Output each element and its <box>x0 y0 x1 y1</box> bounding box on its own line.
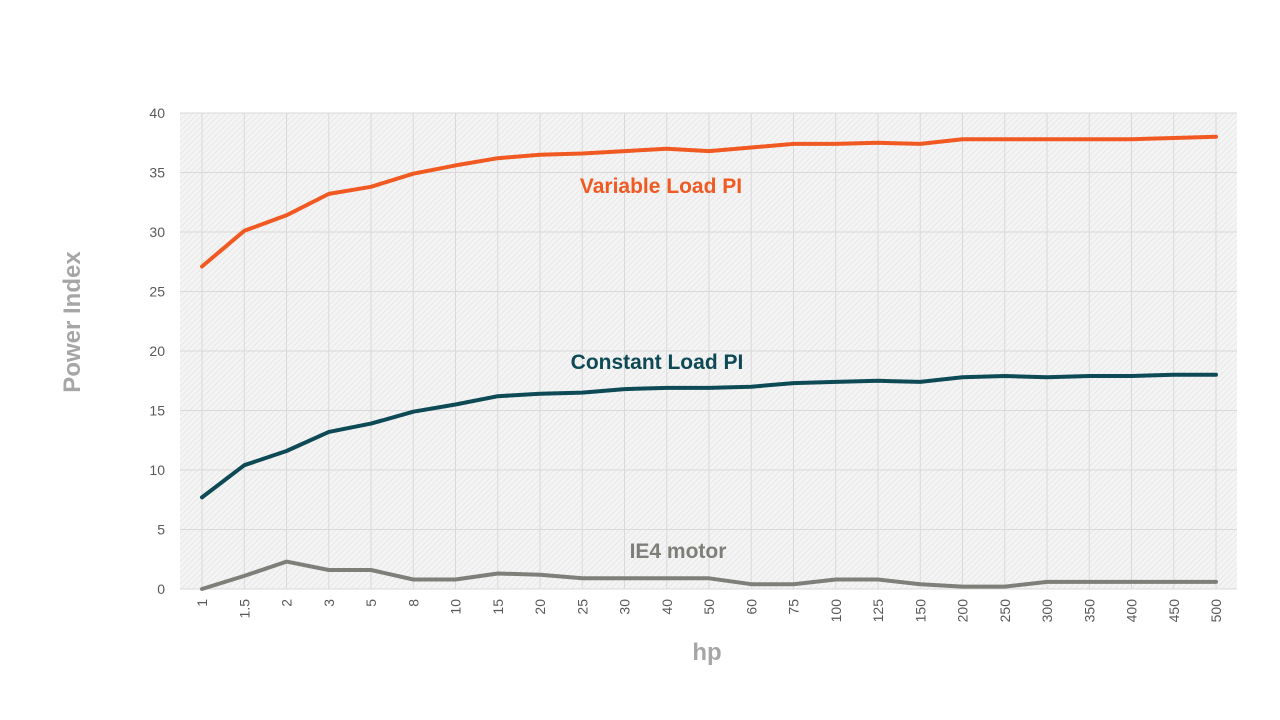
x-tick-label: 30 <box>617 599 633 615</box>
x-tick-label: 60 <box>743 599 759 615</box>
gridlines <box>180 112 1237 590</box>
series-lines <box>200 134 1218 591</box>
y-tick-label: 10 <box>149 462 165 478</box>
x-axis-ticks: 1 1.5 2 3 5 8 10 15 20 25 30 40 50 60 75 100 125 150 200 25… <box>194 599 1224 623</box>
y-tick-label: 0 <box>157 581 165 597</box>
x-tick-label: 100 <box>828 599 844 623</box>
y-tick-label: 35 <box>149 165 165 181</box>
x-tick-label: 1 <box>194 599 210 607</box>
x-tick-label: 2 <box>279 599 295 607</box>
x-tick-label: 10 <box>448 599 464 615</box>
x-tick-label: 40 <box>659 599 675 615</box>
x-tick-label: 150 <box>912 599 928 623</box>
x-tick-label: 15 <box>490 599 506 615</box>
x-tick-label: 5 <box>363 599 379 607</box>
y-tick-label: 20 <box>149 343 165 359</box>
x-tick-label: 1.5 <box>236 599 252 619</box>
x-tick-label: 20 <box>532 599 548 615</box>
y-tick-label: 30 <box>149 224 165 240</box>
x-tick-label: 8 <box>405 599 421 607</box>
series-label-variable-load: Variable Load PI <box>580 175 742 198</box>
x-tick-label: 500 <box>1208 599 1224 623</box>
x-tick-label: 25 <box>574 599 590 615</box>
x-tick-label: 125 <box>870 599 886 623</box>
y-axis-ticks: 0 5 10 15 20 25 30 35 40 <box>149 105 165 597</box>
x-tick-label: 250 <box>997 599 1013 623</box>
y-tick-label: 5 <box>157 522 165 538</box>
y-tick-label: 25 <box>149 284 165 300</box>
x-tick-label: 200 <box>955 599 971 623</box>
y-axis-title: Power Index <box>59 251 86 393</box>
series-label-constant-load: Constant Load PI <box>571 351 744 374</box>
y-tick-label: 15 <box>149 403 165 419</box>
series-label-ie4-motor: IE4 motor <box>630 540 727 563</box>
x-tick-label: 75 <box>786 599 802 615</box>
x-tick-label: 400 <box>1124 599 1140 623</box>
x-tick-label: 50 <box>701 599 717 615</box>
x-tick-label: 450 <box>1166 599 1182 623</box>
x-tick-label: 300 <box>1039 599 1055 623</box>
x-axis-title: hp <box>692 639 721 666</box>
x-tick-label: 350 <box>1081 599 1097 623</box>
x-tick-label: 3 <box>321 599 337 607</box>
y-tick-label: 40 <box>149 105 165 121</box>
